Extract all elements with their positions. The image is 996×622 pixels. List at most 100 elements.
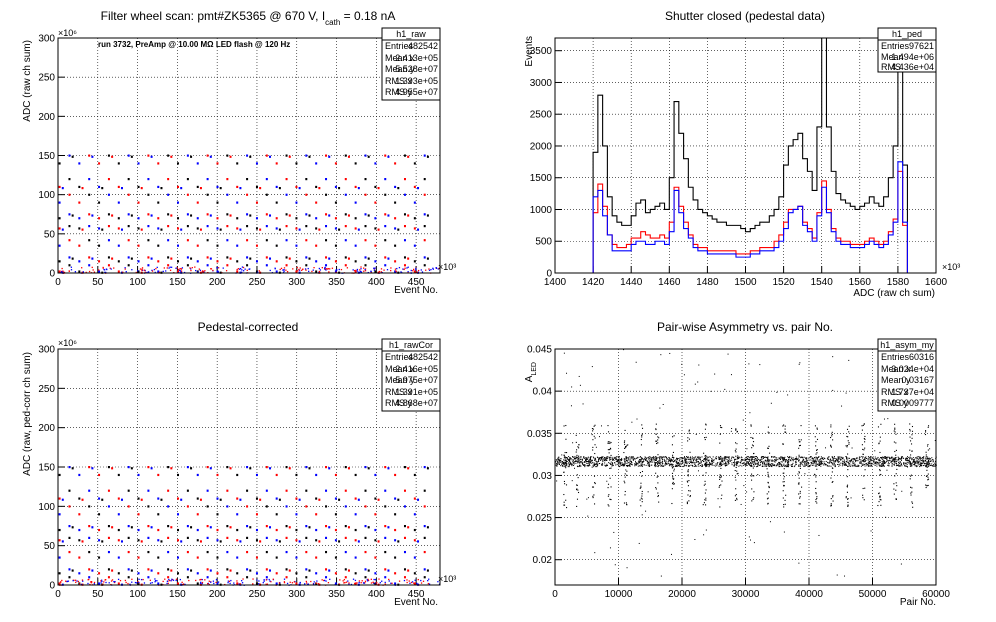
rawcor-point: [102, 583, 104, 585]
asym-point: [798, 471, 800, 473]
rawcor-point: [366, 579, 368, 581]
asym-point: [821, 457, 823, 459]
asym-point: [688, 480, 690, 482]
raw-point: [278, 187, 281, 190]
raw-point: [390, 267, 392, 269]
asym-point: [769, 464, 771, 466]
asym-point: [737, 472, 739, 474]
asym-frame: [554, 348, 937, 586]
asym-point: [838, 464, 840, 466]
asym-point: [590, 461, 592, 463]
asym-point: [738, 461, 740, 463]
asym-point: [576, 489, 578, 491]
asym-point: [777, 464, 779, 466]
asym-point: [613, 458, 615, 460]
rawcor-point: [413, 473, 416, 477]
asym-point: [734, 463, 736, 465]
asym-point: [815, 441, 817, 443]
raw-point: [236, 227, 239, 230]
asym-point: [905, 462, 907, 464]
asym-point: [752, 465, 754, 467]
raw-point: [378, 270, 381, 273]
asym-point: [751, 456, 753, 458]
rawcor-point: [310, 580, 312, 583]
asym-point: [853, 458, 855, 460]
rawcor-point: [177, 473, 180, 477]
asym-point: [912, 460, 914, 462]
asym-point: [587, 497, 589, 499]
rawcor-point: [127, 536, 130, 539]
asym-point: [851, 447, 853, 449]
asym-point: [883, 457, 885, 459]
asym-point: [851, 458, 853, 460]
asym-point: [691, 464, 693, 466]
asym-point: [930, 460, 932, 462]
asym-point: [844, 575, 846, 577]
raw-point: [344, 213, 347, 216]
rawcor-x-tick-label: 300: [288, 589, 305, 600]
asym-point: [609, 449, 611, 451]
asym-point: [815, 501, 817, 503]
asym-point: [753, 456, 755, 458]
asym-point: [782, 425, 784, 427]
asym-point: [688, 462, 690, 464]
asym-point: [626, 474, 628, 476]
asym-point: [792, 465, 794, 467]
asym-point: [822, 459, 824, 461]
raw-point: [219, 228, 222, 231]
raw-point: [206, 264, 209, 267]
asym-point: [802, 457, 804, 459]
rawcor-point: [269, 526, 272, 529]
asym-point: [927, 459, 930, 462]
rawcor-point: [137, 580, 139, 583]
asym-point: [870, 464, 872, 466]
asym-point: [682, 459, 684, 461]
ped-stats-label: Entries: [881, 41, 910, 51]
asym-point: [592, 449, 594, 451]
asym-point: [680, 465, 682, 467]
rawcor-point: [117, 513, 120, 516]
asym-point: [640, 444, 643, 446]
raw-point: [141, 267, 144, 269]
raw-point: [107, 239, 110, 242]
asym-point: [813, 456, 815, 458]
asym-point: [833, 463, 835, 465]
asym-point: [655, 429, 657, 431]
asym-point: [697, 456, 699, 458]
asym-point: [889, 457, 891, 459]
raw-point: [78, 260, 81, 263]
raw-point: [169, 269, 172, 271]
asym-point: [691, 462, 693, 464]
asym-point: [631, 421, 633, 423]
asym-point: [831, 433, 833, 435]
raw-point: [374, 267, 376, 269]
asym-point: [886, 458, 888, 460]
raw-point: [206, 256, 209, 259]
asym-point: [863, 437, 865, 440]
asym-point: [879, 465, 881, 467]
rawcor-point: [238, 583, 240, 585]
asym-point: [895, 433, 897, 435]
asym-point: [901, 456, 903, 458]
rawcor-point: [200, 578, 202, 581]
raw-point: [157, 201, 160, 204]
asym-point: [917, 460, 919, 462]
raw-point: [404, 267, 406, 269]
asym-point: [924, 433, 927, 436]
asym-point: [856, 457, 858, 459]
asym-point: [931, 463, 933, 465]
asym-point: [705, 465, 707, 467]
raw-point: [236, 244, 239, 247]
raw-point: [148, 271, 150, 273]
rawcor-point: [321, 579, 323, 581]
rawcor-point: [285, 576, 288, 579]
asym-point: [852, 461, 854, 463]
raw-point: [269, 155, 272, 158]
raw-point: [199, 228, 202, 231]
asym-point: [895, 473, 897, 475]
raw-point: [147, 239, 150, 242]
raw-point: [374, 260, 377, 263]
rawcor-point: [196, 473, 199, 477]
asym-point: [577, 458, 580, 460]
